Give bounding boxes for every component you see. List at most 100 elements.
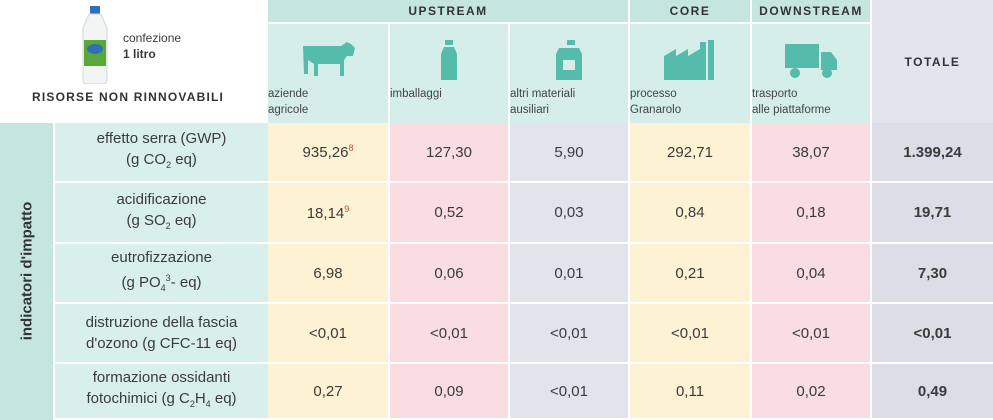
row-label: acidificazione (g SO2 eq) bbox=[55, 183, 268, 244]
value: 0,03 bbox=[554, 204, 584, 221]
value-wrap: 127,30 bbox=[426, 144, 472, 161]
value: 38,07 bbox=[792, 143, 830, 161]
value-cell: 127,30 bbox=[390, 123, 510, 183]
value-wrap: 18,149 bbox=[307, 204, 350, 222]
label-text: acidificazione bbox=[116, 190, 207, 208]
row-label: distruzione della fascia d'ozono (g CFC-1… bbox=[55, 304, 268, 364]
value-cell: <0,01 bbox=[268, 304, 390, 364]
value: 0,52 bbox=[434, 204, 464, 221]
column-label: agricole bbox=[268, 104, 309, 116]
row-label: effetto serra (GWP) (g CO2 eq) bbox=[55, 123, 268, 183]
total-cell: 1.399,24 bbox=[872, 123, 993, 183]
value-wrap: <0,01 bbox=[792, 325, 830, 342]
column-label: alle piattaforme bbox=[752, 104, 831, 116]
value-cell: 0,18 bbox=[752, 183, 872, 244]
value-wrap: 0,84 bbox=[675, 204, 704, 221]
column-label: ausiliari bbox=[510, 104, 549, 116]
total-cell: 0,49 bbox=[872, 364, 993, 420]
value-wrap: <0,01 bbox=[309, 325, 347, 342]
value-wrap: 0,27 bbox=[313, 383, 342, 400]
column-label: processo bbox=[630, 88, 677, 100]
package-label: confezione 1 litro bbox=[123, 30, 181, 62]
value-cell: 0,02 bbox=[752, 364, 872, 420]
value-wrap: 0,21 bbox=[675, 265, 704, 282]
value-wrap: 0,02 bbox=[796, 383, 825, 400]
value: <0,01 bbox=[550, 324, 588, 342]
footnote: 8 bbox=[348, 143, 354, 153]
value-wrap: 5,90 bbox=[554, 144, 583, 161]
value-cell: <0,01 bbox=[390, 304, 510, 364]
label-text: (g PO bbox=[121, 274, 161, 291]
row-label-line: acidificazione bbox=[116, 189, 206, 210]
value: 935,26 bbox=[302, 144, 349, 161]
value-wrap: 0,09 bbox=[434, 383, 463, 400]
value-cell: 18,149 bbox=[268, 183, 390, 244]
label-text: fotochimici (g C bbox=[86, 390, 190, 407]
side-column: indicatori d'impatto bbox=[0, 123, 55, 420]
label-text: eq) bbox=[210, 390, 237, 407]
value: <0,01 bbox=[792, 324, 830, 342]
value-wrap: 935,268 bbox=[303, 143, 354, 161]
value-cell: 0,21 bbox=[630, 244, 752, 304]
value-cell: 292,71 bbox=[630, 123, 752, 183]
value: 5,90 bbox=[554, 143, 584, 161]
value: 0,11 bbox=[675, 382, 705, 400]
value-wrap: 0,52 bbox=[434, 204, 463, 221]
value: 0,01 bbox=[554, 264, 584, 282]
label-text: eutrofizzazione bbox=[111, 249, 212, 266]
value: <0,01 bbox=[309, 324, 347, 342]
column-label: imballaggi bbox=[390, 88, 442, 100]
side-label: indicatori d'impatto bbox=[18, 201, 36, 341]
value-wrap: 0,04 bbox=[796, 265, 825, 282]
value-cell: 0,01 bbox=[510, 244, 630, 304]
row-label: eutrofizzazione (g PO43- eq) bbox=[55, 244, 268, 304]
value: <0,01 bbox=[430, 324, 468, 342]
label-text: 3 bbox=[165, 273, 171, 283]
column-header: imballaggi bbox=[390, 22, 510, 123]
value: 0,18 bbox=[796, 204, 826, 221]
value-cell: 0,52 bbox=[390, 183, 510, 244]
value-cell: 0,27 bbox=[268, 364, 390, 420]
value-wrap: 0,11 bbox=[676, 383, 704, 400]
package-line: 1 litro bbox=[123, 47, 156, 61]
value: 0,04 bbox=[796, 264, 826, 282]
label-text: effetto serra (GWP) bbox=[96, 130, 227, 147]
value: 6,98 bbox=[313, 264, 343, 282]
value-cell: <0,01 bbox=[630, 304, 752, 364]
value-wrap: <0,01 bbox=[550, 383, 588, 400]
column-label: Granarolo bbox=[630, 104, 682, 116]
value: 292,71 bbox=[667, 143, 713, 161]
value-wrap: 38,07 bbox=[792, 144, 830, 161]
label-text: H bbox=[194, 390, 206, 407]
value-wrap: <0,01 bbox=[671, 325, 709, 342]
row-label-line: effetto serra (GWP) bbox=[97, 128, 227, 149]
value-wrap: <0,01 bbox=[430, 325, 468, 342]
bottle-image bbox=[82, 6, 108, 84]
label-text: 4 bbox=[160, 283, 166, 293]
factory-icon bbox=[664, 40, 714, 80]
value: 0,02 bbox=[796, 382, 826, 400]
value-cell: 0,06 bbox=[390, 244, 510, 304]
value-cell: 6,98 bbox=[268, 244, 390, 304]
value-cell: 0,03 bbox=[510, 183, 630, 244]
value-wrap: 0,03 bbox=[554, 204, 583, 221]
row-label-line: formazione ossidanti bbox=[93, 367, 231, 388]
label-text: 2 bbox=[165, 220, 171, 231]
column-header: aziende agricole bbox=[268, 22, 390, 123]
truck-icon bbox=[785, 44, 837, 78]
value-wrap: 292,71 bbox=[667, 144, 713, 161]
column-label: trasporto bbox=[752, 88, 798, 100]
column-label: aziende bbox=[268, 88, 309, 100]
value-cell: 5,90 bbox=[510, 123, 630, 183]
value: 0,27 bbox=[313, 382, 343, 400]
total-cell: 7,30 bbox=[872, 244, 993, 304]
value-wrap: <0,01 bbox=[550, 325, 588, 342]
row-label-line: fotochimici (g C2H4 eq) bbox=[86, 388, 236, 415]
column-header: processo Granarolo bbox=[630, 22, 752, 123]
value-wrap: 0,06 bbox=[434, 265, 463, 282]
group-header: UPSTREAM bbox=[268, 0, 630, 22]
value-cell: 0,11 bbox=[630, 364, 752, 420]
group-header: DOWNSTREAM bbox=[752, 0, 872, 22]
value: 0,06 bbox=[434, 264, 464, 282]
